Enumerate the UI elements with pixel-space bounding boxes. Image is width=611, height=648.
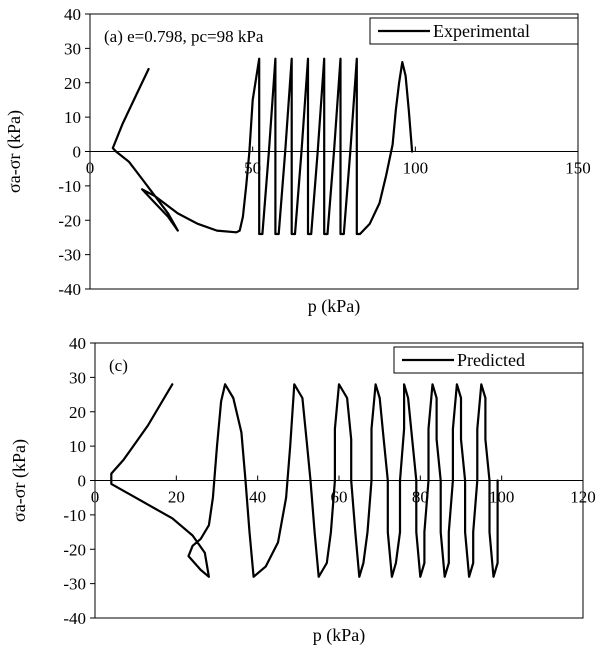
y-tick-label: -20 <box>63 540 86 559</box>
x-tick-label: 20 <box>168 488 185 507</box>
y-tick-label: -30 <box>58 246 81 265</box>
legend-label: Experimental <box>433 21 530 41</box>
y-tick-label: 10 <box>64 108 81 127</box>
y-axis-label: σa-σr (kPa) <box>4 110 25 193</box>
x-tick-label: 120 <box>570 488 596 507</box>
x-tick-label: 100 <box>489 488 515 507</box>
x-tick-label: 150 <box>565 159 591 178</box>
y-tick-label: 0 <box>78 472 87 491</box>
y-tick-label: 10 <box>69 437 86 456</box>
y-tick-label: 40 <box>69 334 86 353</box>
x-tick-label: 40 <box>249 488 266 507</box>
y-tick-label: -20 <box>58 211 81 230</box>
y-tick-label: 20 <box>64 74 81 93</box>
y-tick-label: 0 <box>73 143 82 162</box>
y-tick-label: 20 <box>69 403 86 422</box>
x-tick-label: 100 <box>403 159 429 178</box>
x-tick-label: 0 <box>86 159 95 178</box>
y-tick-label: -40 <box>58 280 81 299</box>
legend-label: Predicted <box>457 350 525 370</box>
y-tick-label: -10 <box>63 506 86 525</box>
x-axis-label: p (kPa) <box>313 625 366 646</box>
y-tick-label: -10 <box>58 177 81 196</box>
series-line-0 <box>111 57 414 236</box>
y-tick-label: 40 <box>64 5 81 24</box>
panel-annotation: (a) e=0.798, pc=98 kPa <box>104 27 264 46</box>
x-axis-label: p (kPa) <box>308 296 361 317</box>
x-tick-label: 0 <box>91 488 100 507</box>
y-tick-label: -40 <box>63 609 86 628</box>
series-line-0 <box>110 383 499 578</box>
y-tick-label: 30 <box>69 368 86 387</box>
y-axis-label: σa-σr (kPa) <box>9 439 30 522</box>
panel-annotation: (c) <box>109 356 128 375</box>
y-tick-label: 30 <box>64 39 81 58</box>
y-tick-label: -30 <box>63 575 86 594</box>
